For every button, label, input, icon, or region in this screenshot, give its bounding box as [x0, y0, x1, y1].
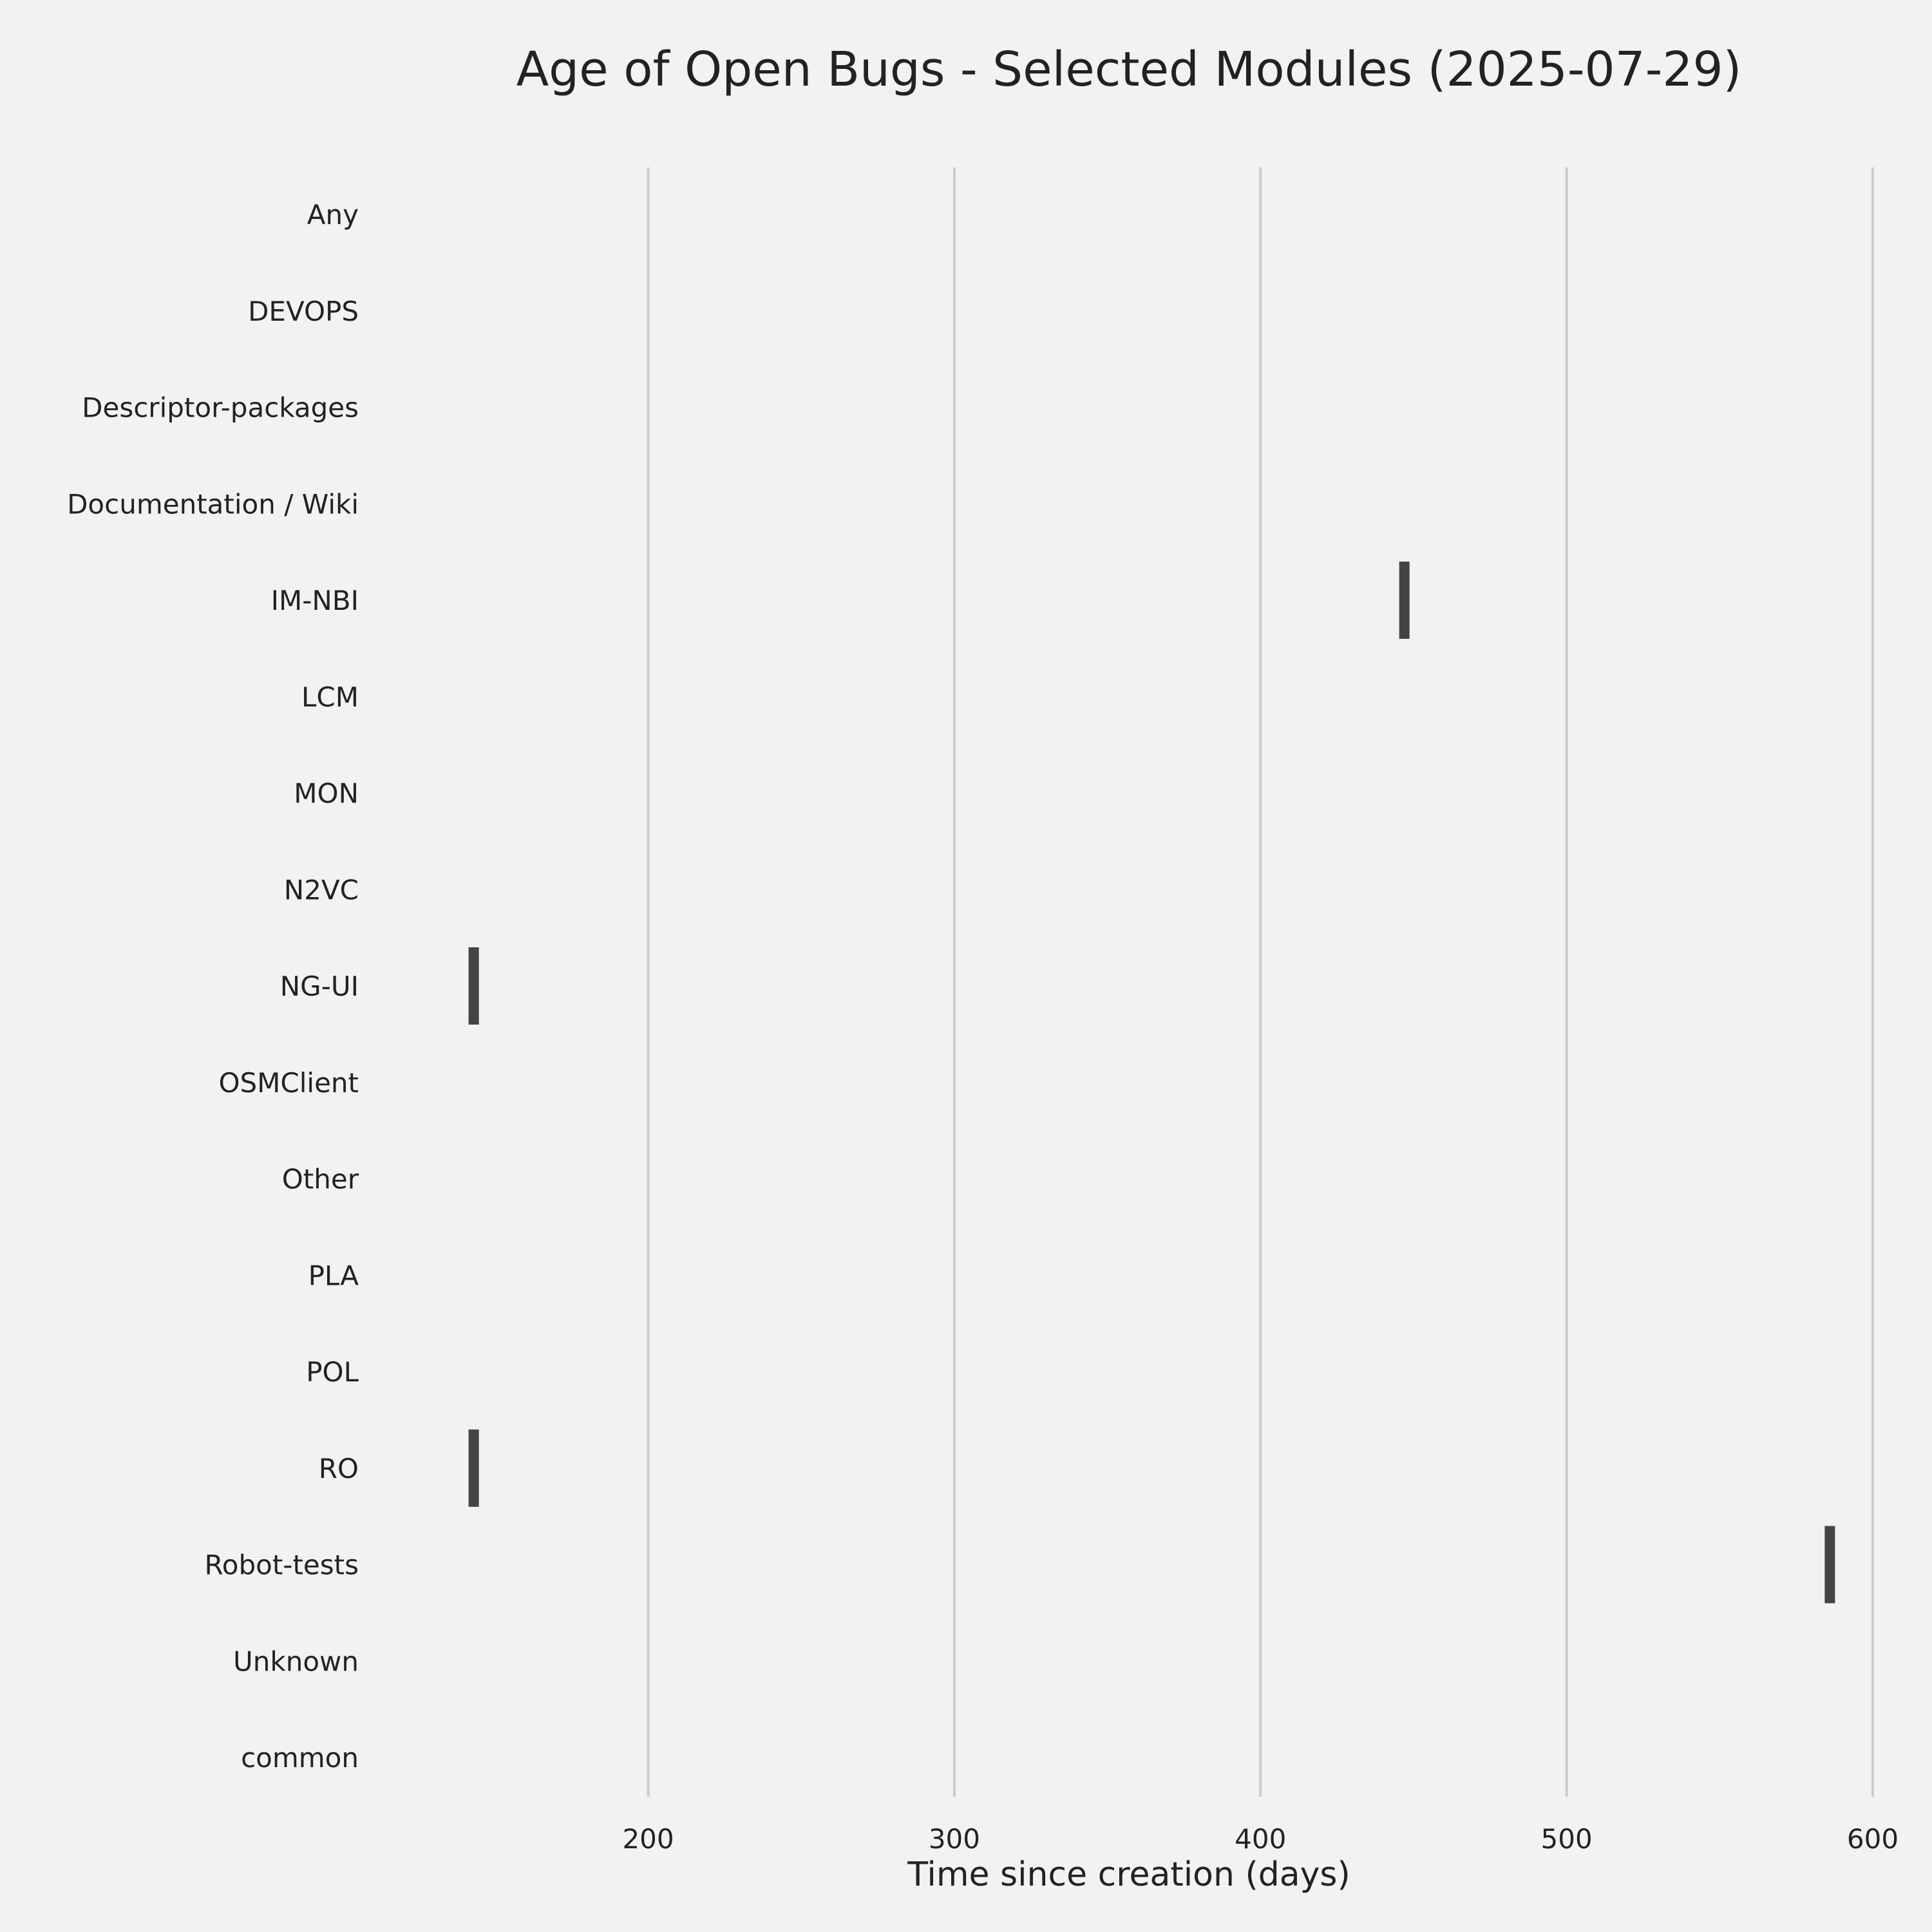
- data-mark-ro: [468, 1429, 479, 1507]
- y-tick-labels: Any DEVOPS Descriptor-packages Documentatio…: [67, 199, 359, 1774]
- x-tick-label-400: 400: [1235, 1823, 1286, 1855]
- y-tick-label-unknown: Unknown: [233, 1645, 359, 1677]
- y-tick-label-ro: RO: [319, 1453, 359, 1484]
- x-tick-label-600: 600: [1847, 1823, 1899, 1855]
- y-tick-label-descriptor-packages: Descriptor-packages: [82, 392, 359, 424]
- y-tick-label-robot-tests: Robot-tests: [204, 1549, 359, 1581]
- gridlines: [647, 167, 1874, 1797]
- x-tick-label-500: 500: [1541, 1823, 1593, 1855]
- y-tick-label-mon: MON: [294, 778, 359, 810]
- data-mark-robot-tests: [1824, 1526, 1835, 1604]
- y-tick-label-n2vc: N2VC: [284, 874, 359, 905]
- x-tick-label-200: 200: [622, 1823, 674, 1855]
- x-axis-label: Time since creation (days): [907, 1855, 1350, 1894]
- y-tick-label-pla: PLA: [308, 1260, 359, 1291]
- y-tick-label-ng-ui: NG-UI: [280, 971, 359, 1002]
- y-tick-label-pol: POL: [306, 1356, 359, 1388]
- x-tick-labels: 200 300 400 500 600: [622, 1823, 1899, 1855]
- y-tick-label-im-nbi: IM-NBI: [271, 585, 359, 616]
- data-marks: [468, 562, 1835, 1604]
- y-tick-label-devops: DEVOPS: [248, 296, 359, 327]
- y-tick-label-other: Other: [282, 1164, 359, 1195]
- y-tick-label-common: common: [241, 1742, 359, 1774]
- x-tick-label-300: 300: [929, 1823, 980, 1855]
- y-tick-label-documentation-wiki: Documentation / Wiki: [67, 488, 359, 520]
- data-mark-im-nbi: [1399, 562, 1410, 639]
- y-tick-label-lcm: LCM: [301, 681, 359, 713]
- data-mark-ng-ui: [468, 947, 479, 1025]
- y-tick-label-any: Any: [307, 199, 359, 231]
- y-tick-label-osmclient: OSMClient: [218, 1067, 359, 1099]
- chart-title: Age of Open Bugs - Selected Modules (202…: [516, 42, 1742, 97]
